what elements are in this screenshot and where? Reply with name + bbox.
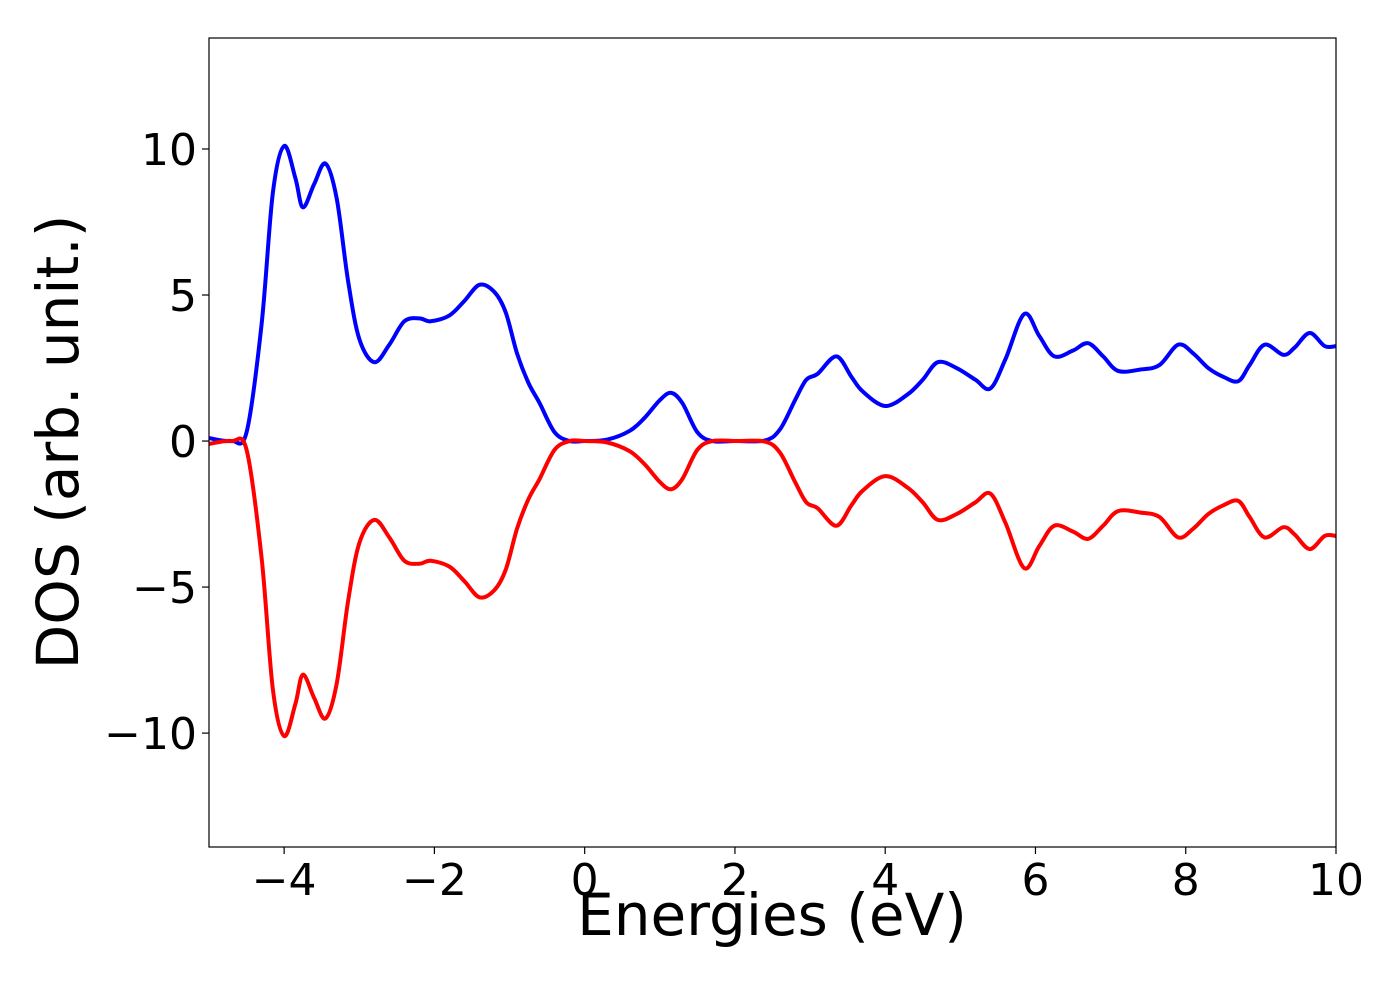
x-tick-label: 6	[1021, 855, 1049, 906]
x-axis-label: Energies (eV)	[577, 881, 967, 949]
y-tick-label: 10	[141, 125, 197, 176]
y-tick-label: −10	[104, 709, 197, 760]
y-tick-label: 0	[169, 417, 197, 468]
x-tick-label: −4	[252, 855, 317, 906]
x-tick-label: 2	[721, 855, 749, 906]
x-tick-label: 4	[871, 855, 899, 906]
x-tick-label: 10	[1308, 855, 1364, 906]
x-tick-label: 8	[1172, 855, 1200, 906]
dos-line	[209, 436, 1336, 739]
x-tick-label: −2	[402, 855, 467, 906]
x-tick-label: 0	[571, 855, 599, 906]
y-tick-label: 5	[169, 271, 197, 322]
plot-area	[209, 144, 1336, 739]
y-axis-label: DOS (arb. unit.)	[24, 215, 92, 670]
dos-line	[209, 144, 1336, 446]
y-tick-label: −5	[132, 563, 197, 614]
plot-frame	[208, 37, 1337, 848]
